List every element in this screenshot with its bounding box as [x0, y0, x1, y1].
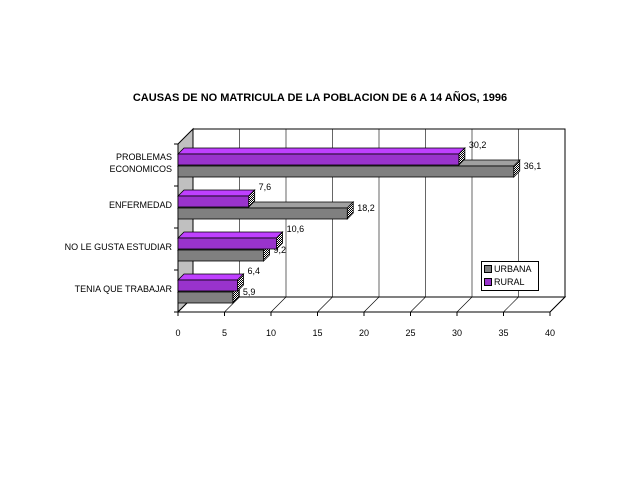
x-tick-label: 25 — [405, 328, 415, 338]
x-tick-label: 15 — [312, 328, 322, 338]
bar-rural — [177, 195, 250, 208]
bar-rural — [177, 279, 238, 292]
bar-urbana-value-label: 18,2 — [357, 203, 375, 213]
gridline-floor — [270, 296, 287, 313]
bar-rural-top — [177, 273, 245, 281]
gridline-floor — [410, 296, 426, 313]
gridline-floor — [549, 296, 566, 313]
legend-item-rural: RURAL — [482, 275, 538, 288]
legend-item-urbana: URBANA — [482, 262, 538, 275]
gridline-floor — [363, 296, 380, 313]
x-tick-label: 5 — [222, 328, 227, 338]
y-category-label: ENFERMEDAD — [109, 200, 173, 210]
y-category-label: ECONOMICOS — [109, 164, 172, 174]
bar-rural-top — [177, 231, 284, 239]
x-tick-label: 30 — [452, 328, 462, 338]
legend-swatch-rural — [484, 277, 492, 286]
bar-rural — [177, 153, 460, 166]
bar-rural-value-label: 30,2 — [469, 140, 487, 150]
y-category-label: NO LE GUSTA ESTUDIAR — [65, 242, 173, 252]
x-tick-label: 0 — [175, 328, 180, 338]
chart-legend: URBANA RURAL — [481, 261, 539, 291]
x-tick-label: 10 — [266, 328, 276, 338]
legend-label-urbana: URBANA — [494, 263, 532, 274]
bar-urbana-value-label: 5,9 — [243, 287, 256, 297]
gridline-floor — [317, 296, 333, 313]
x-tick-label: 35 — [498, 328, 508, 338]
bar-urbana — [177, 291, 234, 304]
bar-rural-top — [177, 189, 256, 197]
bar-rural-value-label: 10,6 — [287, 224, 305, 234]
gridline-floor — [224, 296, 240, 313]
bar-urbana — [177, 207, 348, 220]
bar-rural-top — [177, 147, 466, 155]
gridline-floor — [456, 296, 473, 313]
gridline-floor — [503, 296, 519, 313]
legend-label-rural: RURAL — [494, 276, 525, 287]
bar-urbana-value-label: 9,2 — [274, 245, 287, 255]
chart-title: CAUSAS DE NO MATRICULA DE LA POBLACION D… — [132, 92, 508, 104]
x-tick-label: 20 — [359, 328, 369, 338]
bar-rural — [177, 237, 277, 250]
bar-rural-value-label: 6,4 — [248, 266, 261, 276]
bar-urbana — [177, 165, 515, 178]
x-tick-label: 40 — [545, 328, 555, 338]
bar-rural-value-label: 7,6 — [259, 182, 272, 192]
bar-urbana — [177, 249, 264, 262]
bar-urbana-value-label: 36,1 — [524, 161, 542, 171]
y-category-label: TENIA QUE TRABAJAR — [75, 284, 173, 294]
y-category-label: PROBLEMAS — [116, 152, 172, 162]
legend-swatch-urbana — [484, 264, 492, 273]
